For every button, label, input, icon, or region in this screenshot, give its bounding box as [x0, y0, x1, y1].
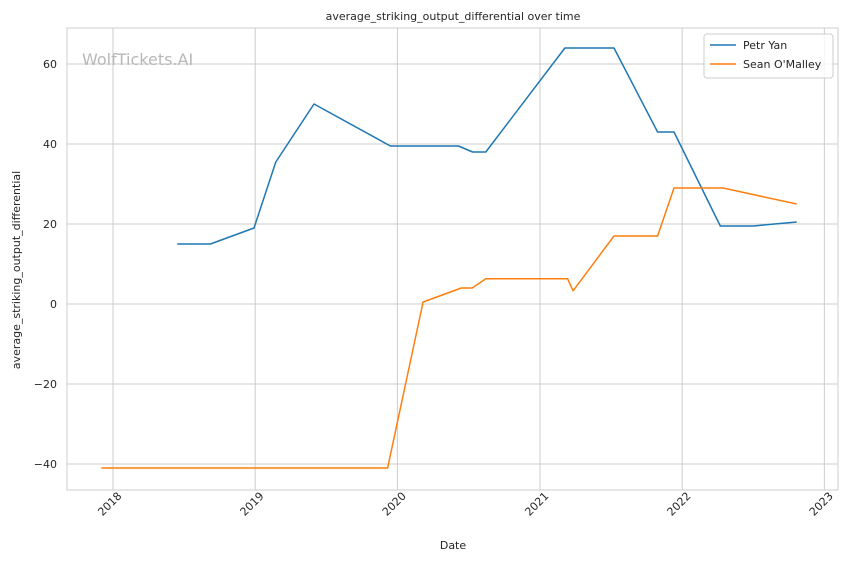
series-lines	[101, 47, 797, 469]
y-tick-label: 60	[43, 58, 57, 71]
watermark-text: WolfTickets.AI	[82, 50, 193, 69]
y-tick-label: 20	[43, 218, 57, 231]
plot-area-frame	[66, 27, 839, 491]
legend-label-petr-yan: Petr Yan	[743, 39, 787, 52]
y-tick-label: −40	[34, 458, 57, 471]
y-axis-label: average_striking_output_differential	[10, 171, 23, 369]
x-axis-label: Date	[440, 539, 467, 552]
legend: Petr Yan Sean O'Malley	[703, 33, 834, 79]
legend-label-sean-o-malley: Sean O'Malley	[743, 58, 822, 71]
y-tick-label: 0	[50, 298, 57, 311]
y-tick-label: −20	[34, 378, 57, 391]
chart-title: average_striking_output_differential ove…	[326, 10, 581, 23]
series-line-petr-yan	[177, 47, 797, 245]
series-line-sean-o-malley	[101, 187, 797, 469]
legend-box	[703, 33, 834, 79]
y-tick-label: 40	[43, 138, 57, 151]
grid-lines	[67, 28, 838, 490]
